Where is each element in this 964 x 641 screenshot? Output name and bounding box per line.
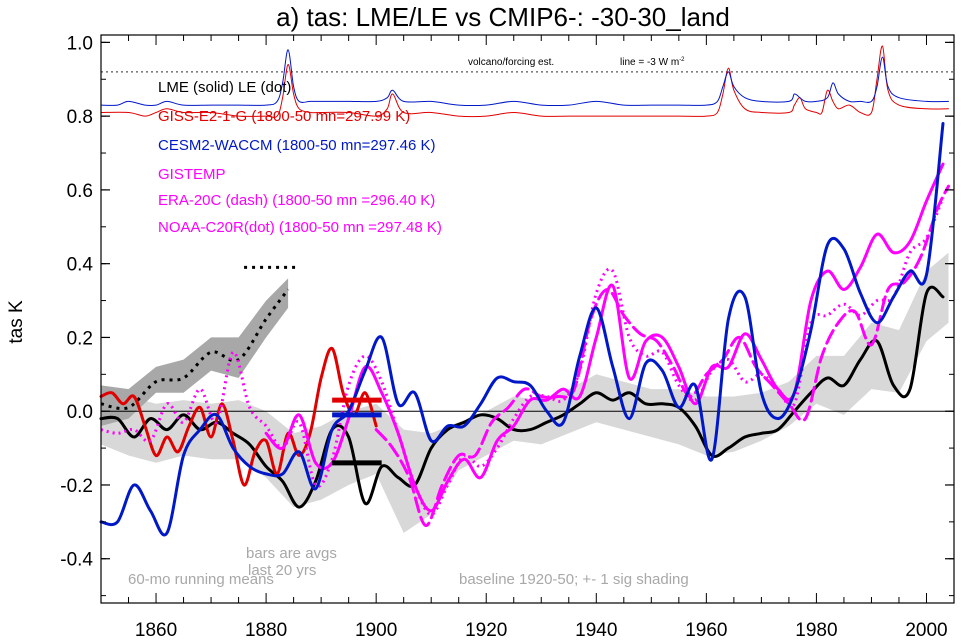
x-tick-label: 1960 <box>685 620 727 641</box>
y-tick-label: -0.2 <box>60 476 93 497</box>
le-early-shading <box>101 278 289 426</box>
y-axis-label: tas K <box>6 300 27 344</box>
y-tick-label: 0.8 <box>67 107 93 128</box>
forcing-line-annotation: line = -3 W m-2 <box>620 57 685 68</box>
series-line-cesm2-waccm <box>99 122 945 537</box>
le-early-dotted-line <box>100 288 290 411</box>
x-tick-label: 1860 <box>135 620 177 641</box>
spread-shading <box>101 252 949 533</box>
x-ticks: 1860 1880 1900 1920 1940 1960 1980 2000 <box>100 35 955 641</box>
x-tick-label: 1940 <box>575 620 617 641</box>
legend-entry-gistemp: GISTEMP <box>158 166 226 183</box>
series-line-lme <box>99 285 945 509</box>
forcing-line-text: line = -3 W m <box>620 57 679 68</box>
y-tick-label: -0.4 <box>60 550 93 571</box>
volcano-annotation: volcano/forcing est. <box>468 57 554 68</box>
axes: -0.4-0.20.00.20.40.60.81.0 1860 1880 1900 1… <box>60 33 955 641</box>
y-tick-label: 0.0 <box>67 402 93 423</box>
legend: LME (solid) LE (dot) GISS-E2-1-G (1800-5… <box>158 79 442 236</box>
y-tick-label: 1.0 <box>67 33 93 54</box>
series-line-le-volcanic-forcing <box>100 49 949 107</box>
y-tick-label: 0.4 <box>67 255 94 276</box>
forcing-line-superscript: -2 <box>679 57 685 63</box>
plot-frame <box>100 34 955 604</box>
y-tick-label: 0.2 <box>67 328 93 349</box>
x-tick-label: 2000 <box>905 620 947 641</box>
legend-entry-era20c: ERA-20C (dash) (1800-50 mn =296.40 K) <box>158 192 435 209</box>
baseline-note: baseline 1920-50; +- 1 sig shading <box>459 571 689 588</box>
x-tick-label: 1880 <box>245 620 287 641</box>
y-tick-label: 0.6 <box>67 181 93 202</box>
chart-title: a) tas: LME/LE vs CMIP6-: -30-30_land <box>276 2 730 32</box>
legend-entry-giss: GISS-E2-1-G (1800-50 mn=297.99 K) <box>158 108 410 125</box>
x-tick-label: 1900 <box>355 620 397 641</box>
bars-note-line-1: bars are avgs <box>246 545 337 562</box>
spread-shading-layer <box>101 252 949 533</box>
series-line-giss-e2-1-g <box>99 346 378 487</box>
running-mean-note: 60-mo running means <box>128 571 274 588</box>
legend-entry-noaa: NOAA-C20R(dot) (1800-50 mn =297.48 K) <box>158 219 442 236</box>
series-layer <box>99 45 950 537</box>
plot-area <box>99 45 954 537</box>
legend-entry-lme: LME (solid) LE (dot) <box>158 79 291 96</box>
annotations: volcano/forcing est. line = -3 W m-2 bar… <box>128 57 689 588</box>
series-line-gistemp <box>264 162 945 513</box>
series-line-lme-volcanic-forcing <box>100 45 949 118</box>
x-tick-label: 1980 <box>795 620 837 641</box>
x-tick-label: 1920 <box>465 620 507 641</box>
y-ticks: -0.4 -0.2 0.0 0.2 0.4 0.6 0.8 1.0 <box>60 33 954 597</box>
avg-bars-layer <box>332 397 382 466</box>
le-early-shading-layer <box>100 265 300 426</box>
legend-entry-cesm2: CESM2-WACCM (1800-50 mn=297.46 K) <box>158 137 435 154</box>
bars-note-line-2: last 20 yrs <box>248 562 316 579</box>
